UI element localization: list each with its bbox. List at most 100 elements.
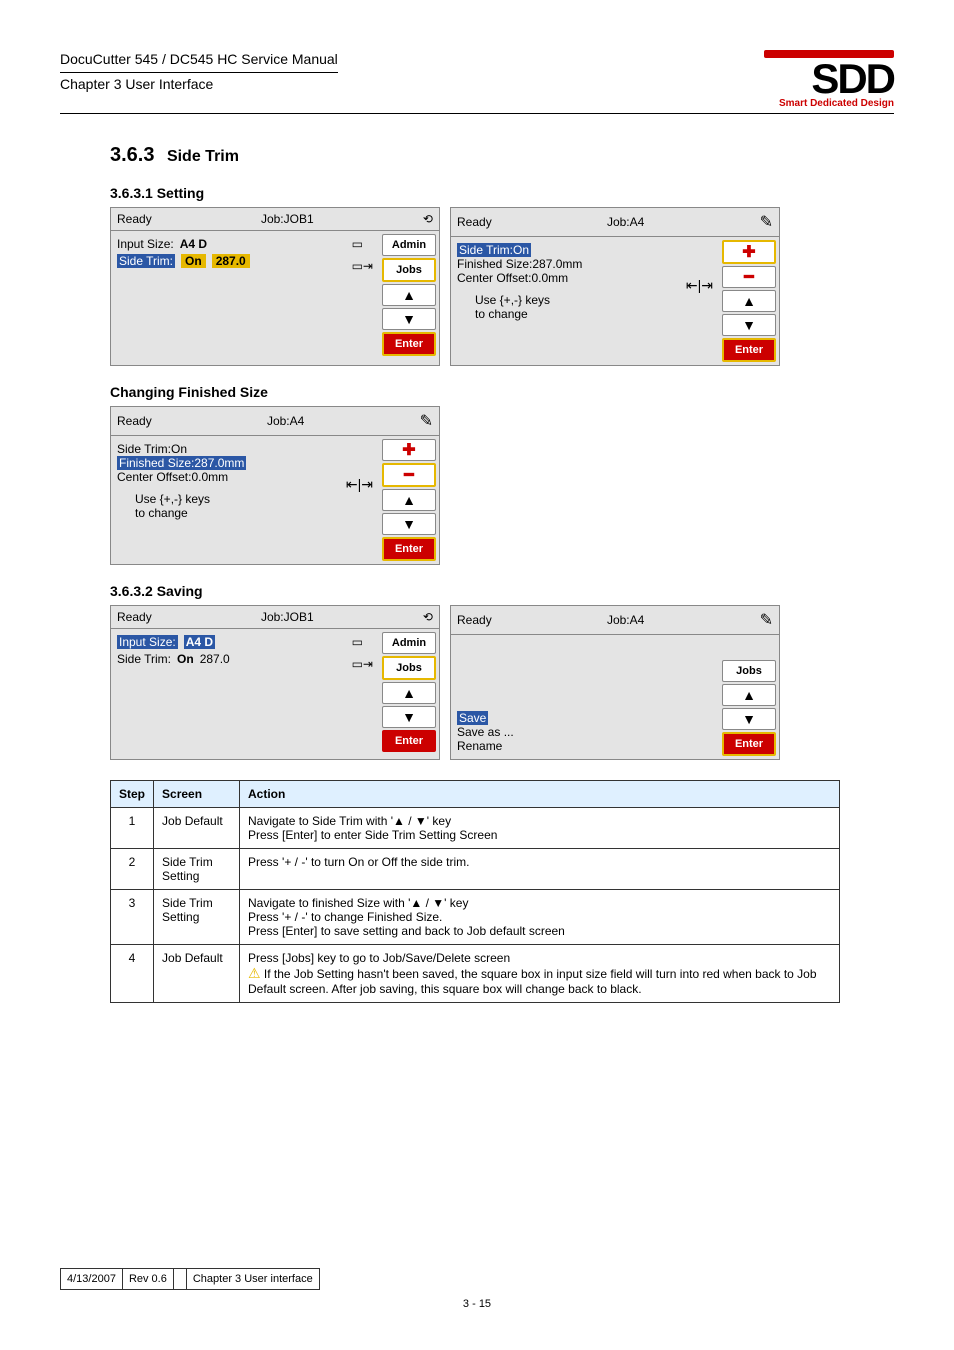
step-action: Press '+ / -' to turn On or Off the side… bbox=[240, 848, 840, 889]
finished-size-line: Finished Size:287.0mm bbox=[457, 257, 713, 271]
step-num: 3 bbox=[111, 889, 154, 944]
hint-line2: to change bbox=[135, 506, 373, 520]
center-offset-line: Center Offset:0.0mm bbox=[457, 271, 713, 285]
screen-job-default-1: Ready Job:JOB1 ⟲ Input Size: A4 D Side T… bbox=[110, 207, 440, 366]
footer-chapter: Chapter 3 User interface bbox=[186, 1269, 319, 1290]
screen-job-default-2: Ready Job:JOB1 ⟲ Input Size: A4 D Side T… bbox=[110, 605, 440, 760]
input-size-label: Input Size: bbox=[117, 635, 178, 649]
hint-line1: Use {+,-} keys bbox=[135, 492, 373, 506]
down-button[interactable]: ▼ bbox=[722, 314, 776, 336]
rename-option[interactable]: Rename bbox=[457, 739, 713, 753]
down-button[interactable]: ▼ bbox=[382, 513, 436, 535]
subsection-setting: 3.6.3.1 Setting bbox=[110, 185, 894, 201]
saveas-option[interactable]: Save as ... bbox=[457, 725, 713, 739]
status-text: Ready bbox=[457, 613, 492, 627]
footer-rev: Rev 0.6 bbox=[122, 1269, 173, 1290]
step-num: 1 bbox=[111, 807, 154, 848]
table-row: 2 Side Trim Setting Press '+ / -' to tur… bbox=[111, 848, 840, 889]
top-right-icon: ⟲ bbox=[423, 212, 433, 226]
step-num: 2 bbox=[111, 848, 154, 889]
job-text: Job:JOB1 bbox=[261, 212, 314, 226]
up-button[interactable]: ▲ bbox=[382, 284, 436, 306]
edit-icon: ✎ bbox=[760, 212, 773, 232]
side-trim-on-line: Side Trim:On bbox=[117, 442, 373, 456]
screen-side-trim-1: Ready Job:A4 ✎ Side Trim:On Finished Siz… bbox=[450, 207, 780, 366]
section-name: Side Trim bbox=[167, 148, 239, 165]
enter-button[interactable]: Enter bbox=[722, 338, 776, 362]
side-trim-label: Side Trim: bbox=[117, 254, 175, 268]
enter-button[interactable]: Enter bbox=[722, 732, 776, 756]
side-trim-on-line: Side Trim:On bbox=[457, 243, 531, 257]
save-option[interactable]: Save bbox=[457, 711, 488, 725]
logo-text: SDD bbox=[764, 60, 894, 98]
minus-button[interactable]: ━ bbox=[382, 463, 436, 487]
enter-button[interactable]: Enter bbox=[382, 730, 436, 752]
header-titles: DocuCutter 545 / DC545 HC Service Manual… bbox=[60, 50, 338, 94]
jobs-button[interactable]: Jobs bbox=[382, 656, 436, 680]
down-button[interactable]: ▼ bbox=[382, 706, 436, 728]
admin-button[interactable]: Admin bbox=[382, 632, 436, 654]
admin-button[interactable]: Admin bbox=[382, 234, 436, 256]
step-screen: Side Trim Setting bbox=[154, 889, 240, 944]
screen-save-menu: Ready Job:A4 ✎ Save Save as ... Rename J… bbox=[450, 605, 780, 760]
footer-blank bbox=[173, 1269, 186, 1290]
table-row: 4 Job Default Press [Jobs] key to go to … bbox=[111, 944, 840, 1002]
job-text: Job:A4 bbox=[267, 414, 304, 428]
up-button[interactable]: ▲ bbox=[382, 489, 436, 511]
input-size-label: Input Size: bbox=[117, 237, 174, 251]
jobs-button[interactable]: Jobs bbox=[382, 258, 436, 282]
col-step: Step bbox=[111, 780, 154, 807]
warning-icon: ⚠ bbox=[248, 965, 261, 981]
table-row: 3 Side Trim Setting Navigate to finished… bbox=[111, 889, 840, 944]
job-text: Job:A4 bbox=[607, 215, 644, 229]
status-text: Ready bbox=[457, 215, 492, 229]
trim-icon: ▭⇥ bbox=[352, 259, 373, 273]
page-header: DocuCutter 545 / DC545 HC Service Manual… bbox=[60, 50, 894, 114]
jobs-button[interactable]: Jobs bbox=[722, 660, 776, 682]
plus-button[interactable]: ✚ bbox=[722, 240, 776, 264]
step-action: Navigate to Side Trim with '▲ / ▼' key P… bbox=[240, 807, 840, 848]
side-trim-label: Side Trim: bbox=[117, 652, 171, 666]
up-button[interactable]: ▲ bbox=[722, 684, 776, 706]
trim-diagram-icon: ⇤|⇥ bbox=[346, 476, 373, 493]
step-action: Navigate to finished Size with '▲ / ▼' k… bbox=[240, 889, 840, 944]
side-trim-value: 287.0 bbox=[212, 254, 250, 268]
trim-diagram-icon: ⇤|⇥ bbox=[686, 277, 713, 294]
step-screen: Job Default bbox=[154, 807, 240, 848]
input-size-value: A4 D bbox=[180, 237, 207, 251]
status-text: Ready bbox=[117, 414, 152, 428]
paper-icon: ▭ bbox=[352, 237, 373, 251]
col-action: Action bbox=[240, 780, 840, 807]
edit-icon: ✎ bbox=[760, 610, 773, 630]
hint-line2: to change bbox=[475, 307, 713, 321]
edit-icon: ✎ bbox=[420, 411, 433, 431]
status-text: Ready bbox=[117, 610, 152, 624]
subsection-finished-size: Changing Finished Size bbox=[110, 384, 894, 400]
paper-icon: ▭ bbox=[352, 635, 373, 649]
logo: SDD Smart Dedicated Design bbox=[764, 50, 894, 109]
down-button[interactable]: ▼ bbox=[722, 708, 776, 730]
steps-table: Step Screen Action 1 Job Default Navigat… bbox=[110, 780, 840, 1003]
plus-button[interactable]: ✚ bbox=[382, 439, 436, 461]
step-action: Press [Jobs] key to go to Job/Save/Delet… bbox=[240, 944, 840, 1002]
section-number: 3.6.3 bbox=[110, 144, 154, 166]
top-right-icon: ⟲ bbox=[423, 610, 433, 624]
doc-title: DocuCutter 545 / DC545 HC Service Manual bbox=[60, 50, 338, 73]
job-text: Job:JOB1 bbox=[261, 610, 314, 624]
up-button[interactable]: ▲ bbox=[382, 682, 436, 704]
chapter-title: Chapter 3 User Interface bbox=[60, 75, 338, 95]
input-size-value: A4 D bbox=[184, 635, 215, 649]
step-screen: Side Trim Setting bbox=[154, 848, 240, 889]
enter-button[interactable]: Enter bbox=[382, 537, 436, 561]
side-trim-on: On bbox=[177, 652, 194, 666]
enter-button[interactable]: Enter bbox=[382, 332, 436, 356]
status-text: Ready bbox=[117, 212, 152, 226]
up-button[interactable]: ▲ bbox=[722, 290, 776, 312]
down-button[interactable]: ▼ bbox=[382, 308, 436, 330]
step-screen: Job Default bbox=[154, 944, 240, 1002]
table-row: 1 Job Default Navigate to Side Trim with… bbox=[111, 807, 840, 848]
minus-button[interactable]: ━ bbox=[722, 266, 776, 288]
trim-icon: ▭⇥ bbox=[352, 657, 373, 671]
hint-line1: Use {+,-} keys bbox=[475, 293, 713, 307]
side-trim-on: On bbox=[181, 254, 206, 268]
